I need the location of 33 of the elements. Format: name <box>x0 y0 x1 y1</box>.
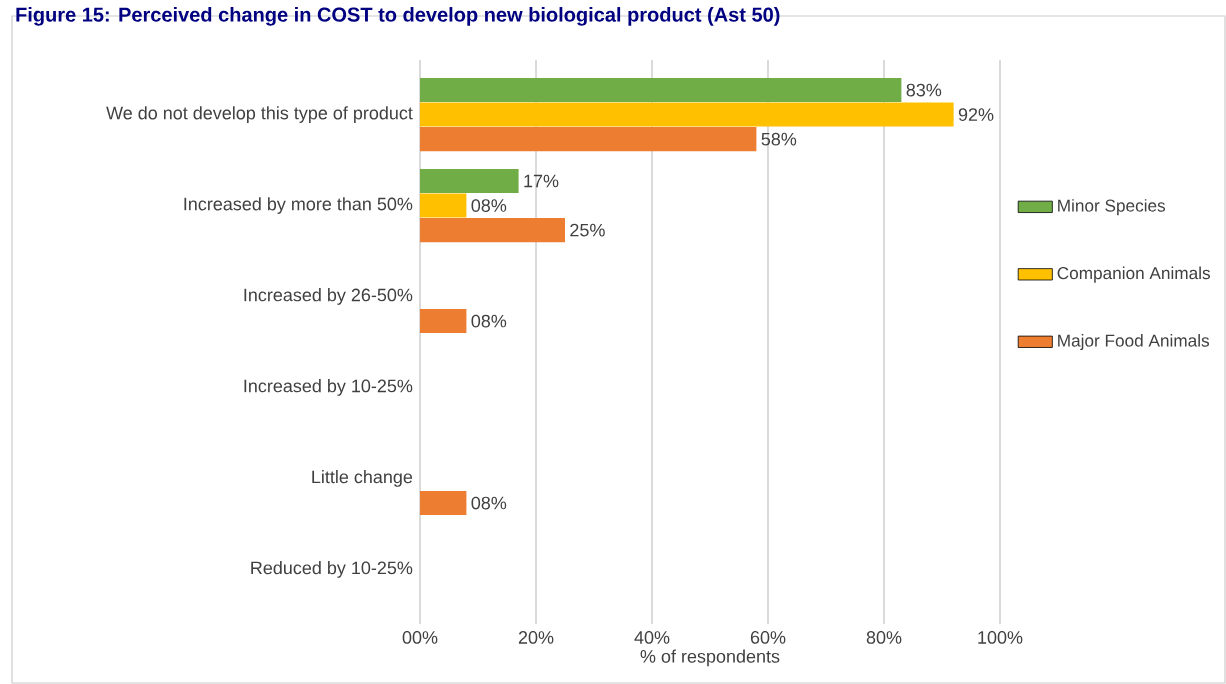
data-label: 08% <box>471 314 507 328</box>
y-tick-label: We do not develop this type of product <box>106 106 413 123</box>
x-tick-label: 80% <box>866 631 902 644</box>
y-tick-label: Little change <box>312 470 413 487</box>
y-tick-label: Increased by 10-25% <box>244 379 413 396</box>
bar <box>420 102 954 127</box>
x-tick-label: 00% <box>402 631 438 644</box>
bar <box>420 490 467 516</box>
x-tick-label: 20% <box>518 631 554 644</box>
bar <box>420 168 519 194</box>
x-axis-title: % of respondents <box>640 649 780 667</box>
x-tick-label: 40% <box>634 631 670 644</box>
x-tick-label: 100% <box>978 631 1023 644</box>
bar <box>420 309 467 334</box>
data-label: 08% <box>471 199 507 212</box>
legend-label: Minor Species <box>1058 199 1166 216</box>
legend-label: Major Food Animals <box>1058 334 1210 351</box>
chart-title: Figure 15: Perceived change in COST to develop new biological product (Ast 50) <box>16 7 780 26</box>
x-tick-label: 60% <box>750 631 786 644</box>
data-label: 92% <box>958 108 994 121</box>
bar <box>420 127 757 152</box>
data-label: 17% <box>524 174 559 188</box>
data-label: 83% <box>906 83 942 97</box>
legend-label: Companion Animals <box>1057 266 1210 283</box>
y-tick-label: Reduced by 10-25% <box>251 561 413 578</box>
data-label: 25% <box>570 223 605 237</box>
data-label: 58% <box>761 132 797 146</box>
y-tick-label: Increased by more than 50% <box>184 197 413 214</box>
data-label: 08% <box>471 496 507 510</box>
bar <box>420 218 565 243</box>
bar <box>420 193 467 218</box>
y-tick-label: Increased by 26-50% <box>244 288 413 305</box>
bar <box>420 77 902 103</box>
